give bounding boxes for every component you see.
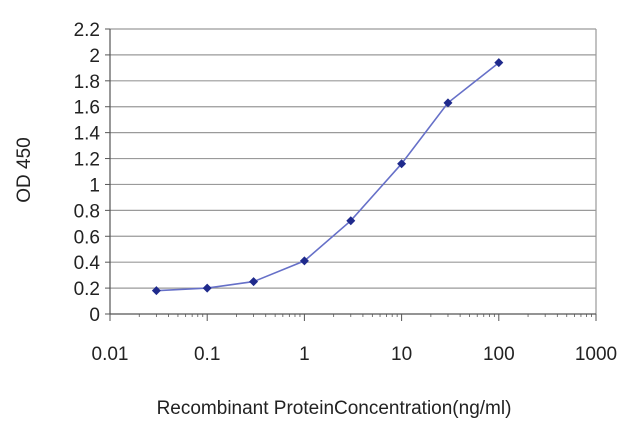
y-tick-label: 0.2	[74, 279, 100, 300]
y-tick-label: 0.6	[74, 227, 100, 248]
y-tick-label: 1	[89, 175, 100, 196]
x-tick-label: 1	[299, 344, 310, 365]
data-point	[346, 216, 356, 226]
data-point	[443, 98, 453, 108]
y-tick-label: 1.8	[74, 72, 100, 93]
x-tick-label: 100	[483, 344, 515, 365]
y-tick-label: 0	[89, 305, 100, 326]
x-tick-label: 10	[391, 344, 412, 365]
series	[151, 58, 504, 296]
axes	[105, 28, 597, 321]
x-axis-label: Recombinant ProteinConcentration(ng/ml)	[157, 398, 512, 419]
y-tick-label: 1.2	[74, 150, 100, 171]
y-tick-label: 0.4	[74, 253, 101, 274]
y-tick-label: 0.8	[74, 201, 100, 222]
y-tick-label: 1.4	[74, 124, 101, 145]
data-point	[494, 58, 504, 68]
x-tick-label: 0.1	[194, 344, 220, 365]
x-tick-labels: 0.01 0.1 1 10 100 1000	[92, 344, 618, 365]
series-line	[156, 62, 500, 292]
y-tick-label: 1.6	[74, 98, 100, 119]
y-axis-label: OD 450	[14, 137, 35, 202]
data-point	[299, 256, 309, 266]
x-tick-label: 0.01	[92, 344, 129, 365]
data-point	[151, 286, 161, 296]
data-point	[397, 159, 407, 169]
data-point	[249, 277, 259, 287]
data-point	[202, 283, 212, 293]
y-tick-label: 2.2	[74, 20, 100, 41]
y-tick-labels: 0 0.2 0.4 0.6 0.8 1 1.2 1.4 1.6 1.8 2 2.2	[74, 20, 101, 326]
y-tick-label: 2	[89, 46, 100, 67]
x-tick-label: 1000	[575, 344, 617, 365]
grid	[110, 28, 596, 289]
